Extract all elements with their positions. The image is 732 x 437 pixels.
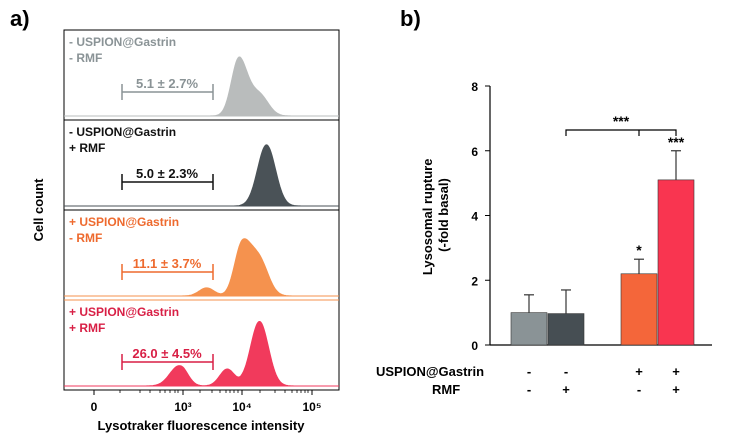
rmf-sign: + bbox=[672, 382, 680, 397]
histogram-label-uspion: - USPION@Gastrin bbox=[69, 35, 176, 49]
significance-marker: *** bbox=[668, 134, 685, 150]
uspion-sign: + bbox=[635, 364, 643, 379]
bar bbox=[547, 313, 585, 346]
panel-a-label: a) bbox=[10, 6, 30, 31]
histogram-curve bbox=[64, 56, 339, 117]
rmf-sign: - bbox=[527, 382, 531, 397]
histogram-label-rmf: - RMF bbox=[69, 231, 102, 245]
histogram-row: + USPION@Gastrin - RMF 11.1 ± 3.7% bbox=[64, 209, 339, 297]
uspion-sign: + bbox=[672, 364, 680, 379]
y-tick-label: 8 bbox=[471, 80, 478, 94]
x-tick-label: 10⁵ bbox=[303, 400, 322, 414]
histogram-label-rmf: - RMF bbox=[69, 51, 102, 65]
bracket-significance-label: *** bbox=[613, 113, 630, 129]
histogram-row: - USPION@Gastrin - RMF 5.1 ± 2.7% bbox=[64, 35, 339, 117]
panel-b-label: b) bbox=[400, 6, 421, 31]
histogram-label-uspion: + USPION@Gastrin bbox=[69, 305, 179, 319]
significance-marker: * bbox=[636, 242, 642, 258]
y-axis-title-line2: (-fold basal) bbox=[436, 178, 451, 252]
bar bbox=[657, 179, 695, 346]
x-tick-label: 10⁴ bbox=[232, 400, 251, 414]
row-label-rmf: RMF bbox=[432, 382, 460, 397]
y-tick-label: 0 bbox=[471, 339, 478, 353]
rmf-sign: + bbox=[562, 382, 570, 397]
histogram-row: - USPION@Gastrin + RMF 5.0 ± 2.3% bbox=[64, 119, 339, 207]
bar bbox=[620, 273, 658, 346]
histogram-label-rmf: + RMF bbox=[69, 141, 105, 155]
bar bbox=[510, 312, 548, 346]
gate-percentage: 5.0 ± 2.3% bbox=[136, 166, 199, 181]
row-label-uspion: USPION@Gastrin bbox=[376, 364, 484, 379]
gate-percentage: 5.1 ± 2.7% bbox=[136, 76, 199, 91]
x-axis-title-fluorescence: Lysotraker fluorescence intensity bbox=[98, 418, 306, 433]
histogram-label-rmf: + RMF bbox=[69, 321, 105, 335]
x-tick-label: 0 bbox=[91, 400, 98, 414]
histogram-curve bbox=[64, 321, 339, 387]
significance-bracket bbox=[565, 129, 677, 136]
y-tick-label: 4 bbox=[471, 210, 478, 224]
gate-percentage: 11.1 ± 3.7% bbox=[133, 256, 202, 271]
histogram-label-uspion: + USPION@Gastrin bbox=[69, 215, 179, 229]
uspion-sign: - bbox=[527, 364, 531, 379]
histogram-curve bbox=[64, 238, 339, 297]
uspion-sign: - bbox=[564, 364, 568, 379]
y-axis-title-cell-count: Cell count bbox=[31, 178, 46, 242]
histogram-curve bbox=[64, 144, 339, 207]
y-axis-title-line1: Lysosomal rupture bbox=[420, 159, 435, 276]
x-tick-labels: 0 10³ 10⁴ 10⁵ bbox=[91, 390, 322, 414]
rmf-sign: - bbox=[637, 382, 641, 397]
histogram-label-uspion: - USPION@Gastrin bbox=[69, 125, 176, 139]
y-axis-title-lysosomal-rupture: Lysosomal rupture (-fold basal) bbox=[420, 155, 451, 275]
histogram-panel: Cell count Lysotraker fluorescence inten… bbox=[31, 29, 340, 433]
gate-percentage: 26.0 ± 4.5% bbox=[132, 346, 202, 361]
y-tick-label: 6 bbox=[471, 145, 478, 159]
histogram-row: + USPION@Gastrin + RMF 26.0 ± 4.5% bbox=[64, 299, 339, 387]
y-tick-label: 2 bbox=[471, 274, 478, 288]
x-tick-label: 10³ bbox=[174, 400, 191, 414]
